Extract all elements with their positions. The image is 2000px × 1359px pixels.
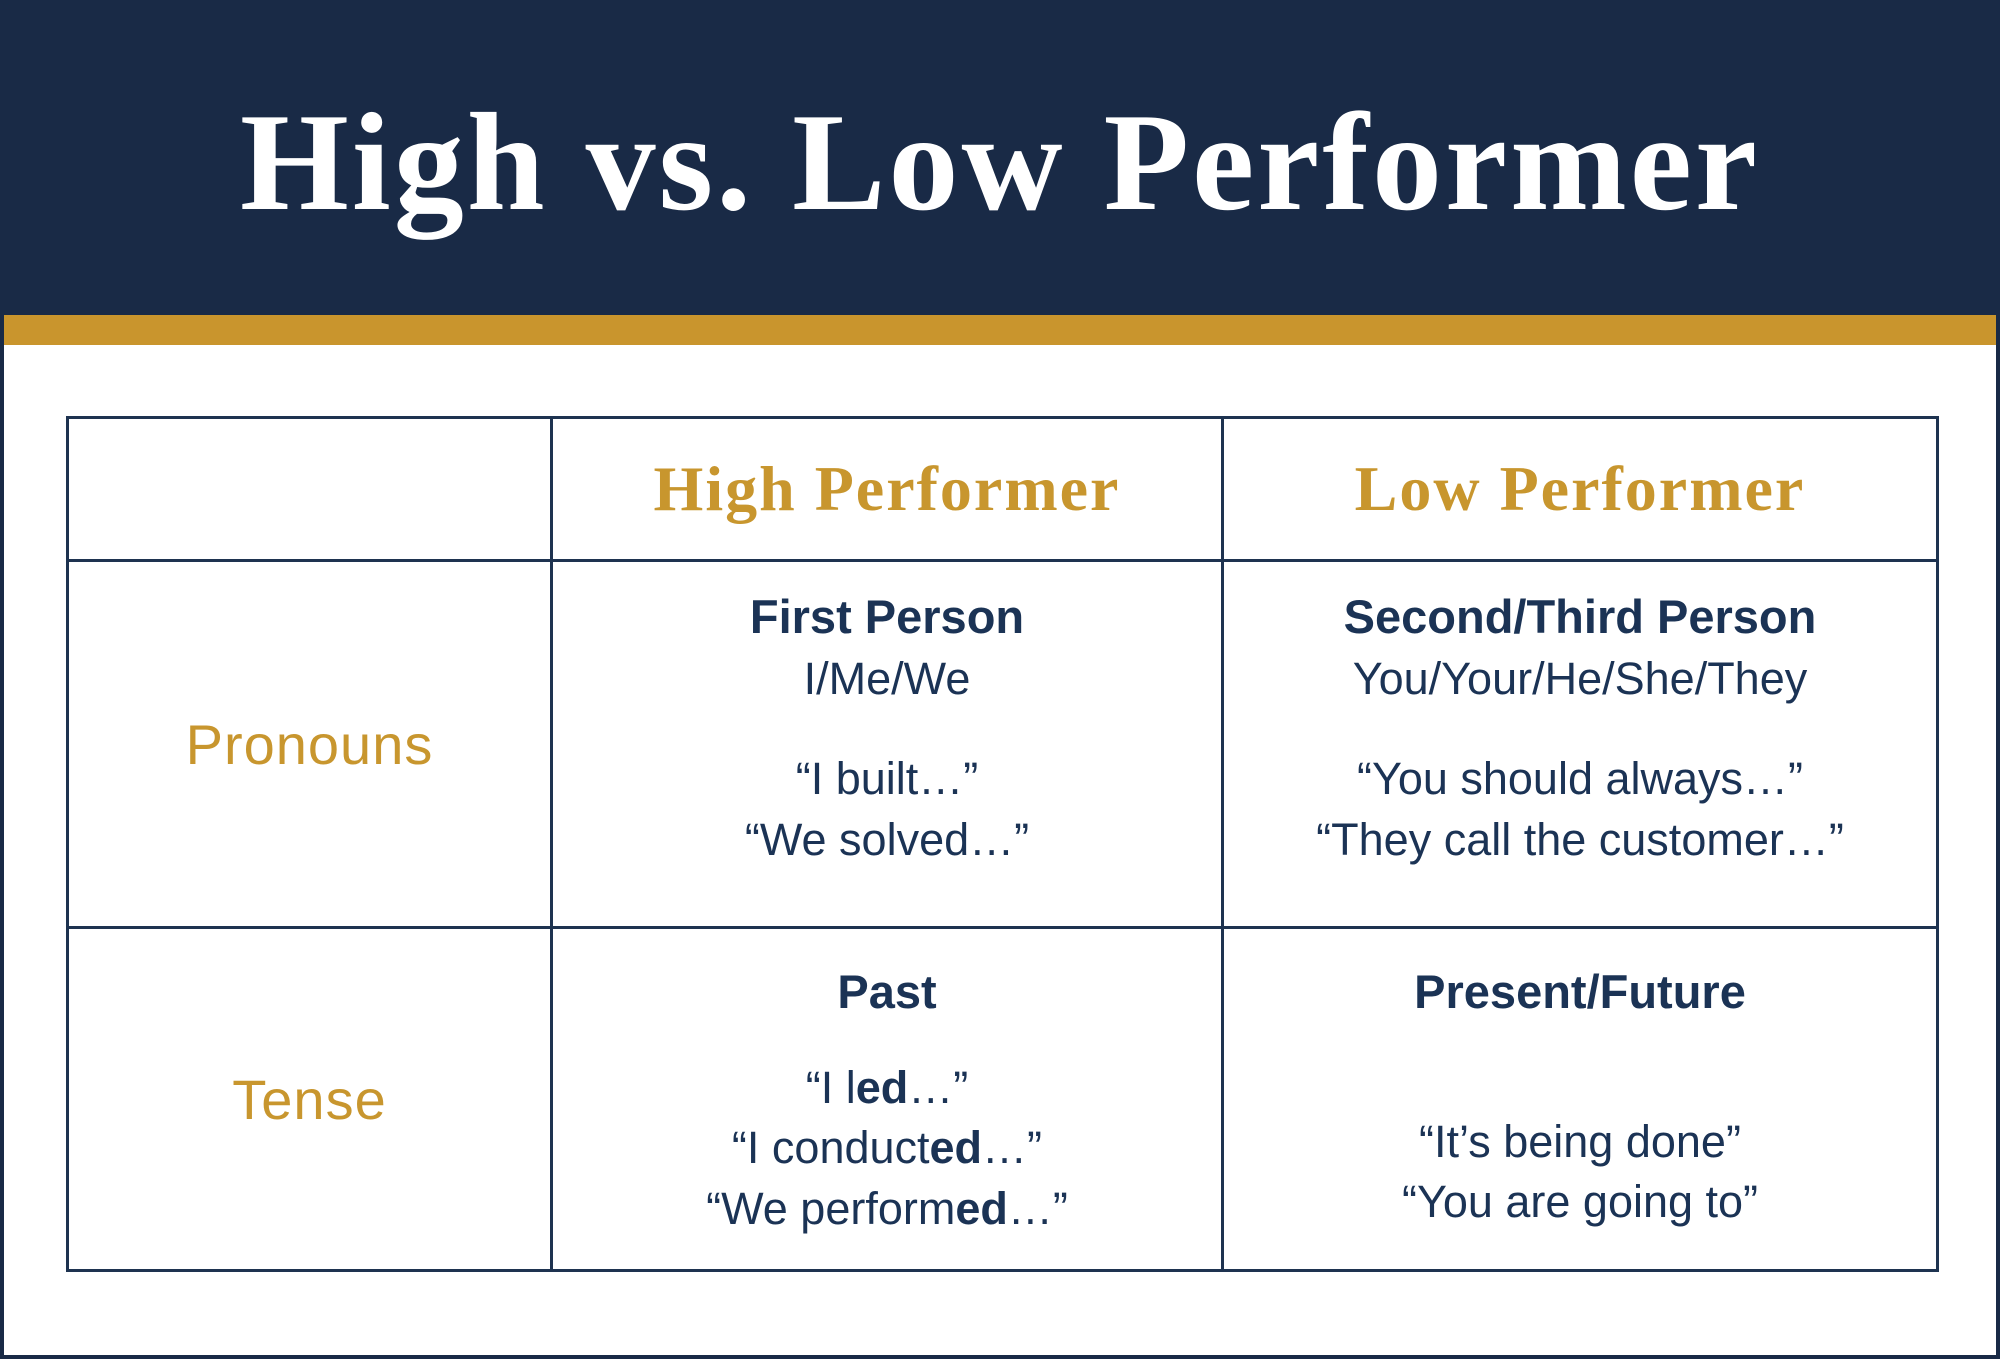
cell-tense-high-performer: Past “I led…” “I conducted…” “We performed… bbox=[550, 926, 1221, 1269]
quote-line: “You are going to” bbox=[1401, 1176, 1759, 1228]
comparison-table: High Performer Low Performer Pronouns Fi… bbox=[66, 416, 1939, 1272]
quote-line: “I conducted…” bbox=[731, 1122, 1043, 1174]
col-header-low-performer: Low Performer bbox=[1221, 419, 1936, 559]
quote-line: “You should always…” bbox=[1356, 753, 1804, 805]
col-header-high-performer: High Performer bbox=[550, 419, 1221, 559]
quote-line: “I built…” bbox=[795, 753, 979, 805]
banner: High vs. Low Performer bbox=[4, 4, 1996, 315]
quote-line: “We solved…” bbox=[744, 813, 1030, 865]
cell-pronouns-low-performer: Second/Third Person You/Your/He/She/They… bbox=[1221, 559, 1936, 926]
gold-divider-bar bbox=[4, 315, 1996, 345]
page-title: High vs. Low Performer bbox=[239, 85, 1761, 240]
quote-list: “You should always…” “They call the custo… bbox=[1316, 749, 1844, 870]
cell-subheading: You/Your/He/She/They bbox=[1352, 652, 1808, 704]
cell-pronouns-high-performer: First Person I/Me/We “I built…” “We solve… bbox=[550, 559, 1221, 926]
cell-subheading: I/Me/We bbox=[803, 652, 971, 704]
cell-heading: Present/Future bbox=[1414, 965, 1746, 1018]
quote-line: “They call the customer…” bbox=[1316, 813, 1844, 865]
row-label-tense: Tense bbox=[69, 926, 550, 1269]
cell-tense-low-performer: Present/Future “It’s being done” “You are… bbox=[1221, 926, 1936, 1269]
cell-heading: Past bbox=[837, 965, 937, 1018]
corner-cell bbox=[69, 419, 550, 559]
quote-line: “I led…” bbox=[805, 1061, 969, 1113]
row-label-pronouns: Pronouns bbox=[69, 559, 550, 926]
cell-heading: First Person bbox=[749, 590, 1025, 643]
quote-list: “It’s being done” “You are going to” bbox=[1402, 1112, 1758, 1233]
quote-list: “I built…” “We solved…” bbox=[745, 749, 1029, 870]
quote-list: “I led…” “I conducted…” “We performed…” bbox=[706, 1058, 1068, 1239]
cell-heading: Second/Third Person bbox=[1343, 590, 1817, 643]
quote-line: “We performed…” bbox=[706, 1182, 1068, 1234]
quote-line: “It’s being done” bbox=[1419, 1115, 1741, 1167]
